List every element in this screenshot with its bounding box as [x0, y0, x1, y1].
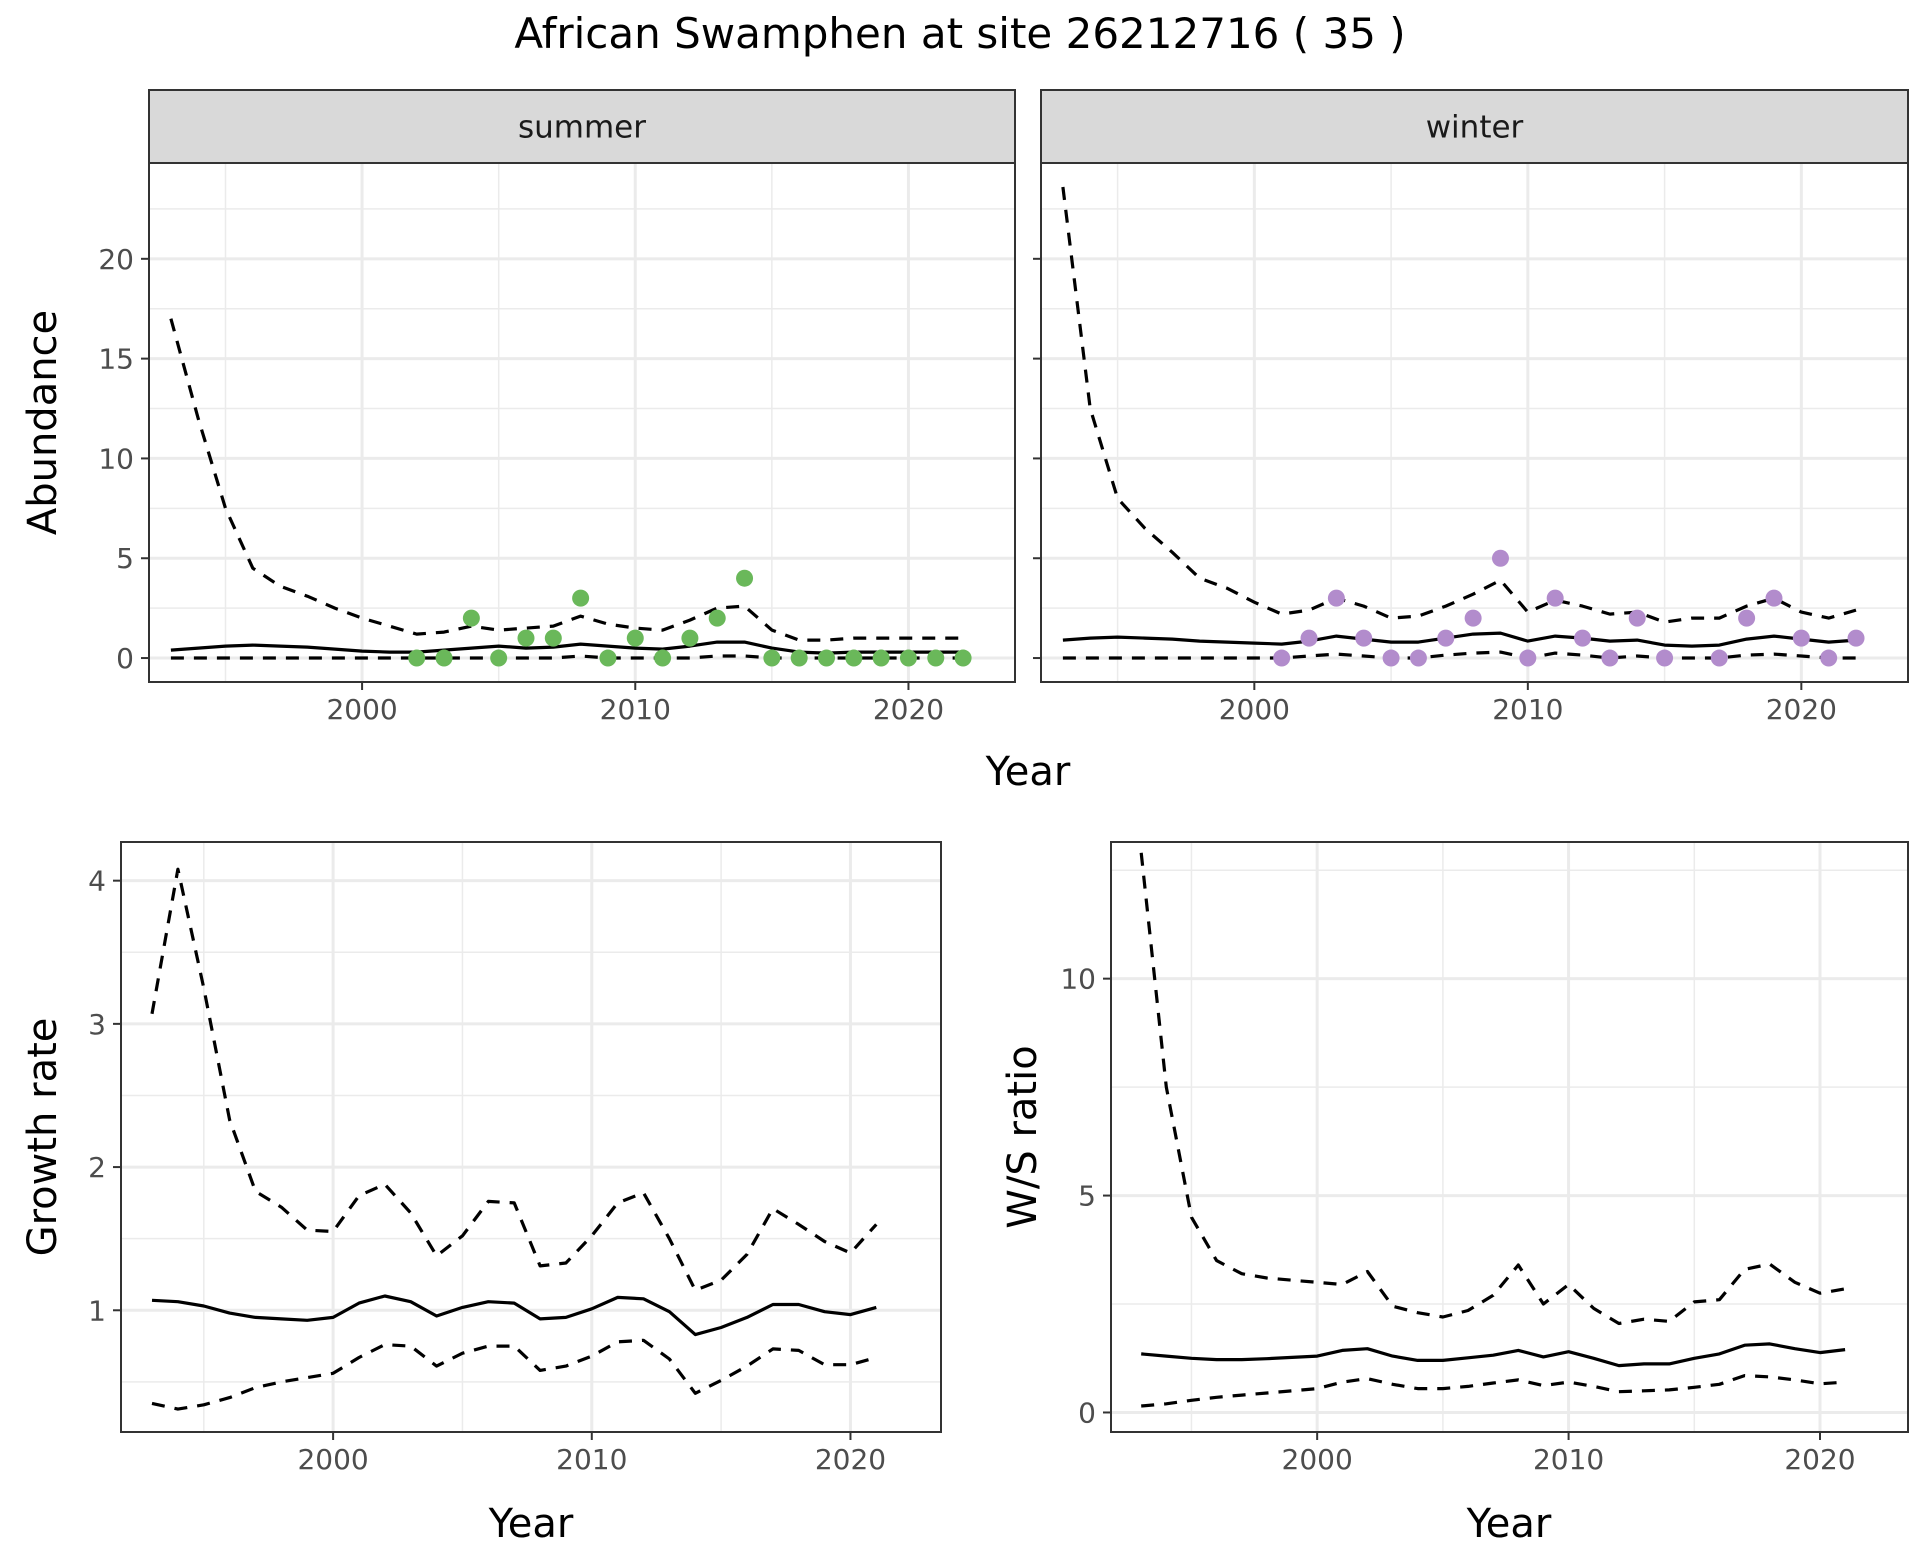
- observed-count-point: [763, 649, 781, 667]
- observed-count-point: [626, 629, 644, 647]
- observed-count-point: [572, 589, 590, 607]
- lower-bound-line: [1062, 650, 1856, 660]
- estimate-line: [1141, 1342, 1846, 1368]
- lower-bound-line: [170, 654, 964, 660]
- observed-count-point: [708, 609, 726, 627]
- panel-border: [1110, 841, 1909, 1433]
- observed-count-point: [408, 649, 426, 667]
- y-tick-label: 0: [1078, 1396, 1096, 1429]
- panel-growth: 2000 2010 2020 1 2 3 4 Year Growth rate: [20, 841, 942, 1547]
- y-tick-label: 0: [116, 642, 134, 675]
- y-tick-label: 20: [98, 243, 134, 276]
- upper-bound-line: [1061, 186, 1857, 624]
- x-tick-label: 2020: [1766, 693, 1837, 726]
- observed-count-point: [818, 649, 836, 667]
- observed-count-point: [736, 569, 754, 587]
- y-tick-label: 10: [98, 442, 134, 475]
- x-tick-label: 2010: [556, 1443, 627, 1476]
- facet-strip: [148, 89, 1016, 164]
- y-axis-title: Growth rate: [20, 1018, 66, 1257]
- observed-count-point: [899, 649, 917, 667]
- observed-count-point: [599, 649, 617, 667]
- facet-strip-label: winter: [1426, 110, 1524, 146]
- observed-count-point: [927, 649, 945, 667]
- observed-count-point: [681, 629, 699, 647]
- observed-count-point: [1820, 649, 1838, 667]
- x-axis-title: Year: [985, 749, 1071, 795]
- observed-count-point: [490, 649, 508, 667]
- facet-strip: [1040, 89, 1909, 164]
- x-tick-label: 2020: [873, 693, 944, 726]
- y-axis-title: Abundance: [20, 310, 66, 535]
- observed-count-point: [1628, 609, 1646, 627]
- observed-count-point: [1355, 629, 1373, 647]
- estimate-line: [151, 1294, 877, 1337]
- y-tick-label: 1: [88, 1294, 106, 1327]
- observed-count-point: [1491, 549, 1509, 567]
- observed-count-point: [1792, 629, 1810, 647]
- facet-strip-label: summer: [518, 110, 646, 146]
- observed-count-point: [1327, 589, 1345, 607]
- observed-count-point: [954, 649, 972, 667]
- observed-count-point: [1574, 629, 1592, 647]
- plot-background: [121, 842, 941, 1432]
- x-tick-label: 2000: [297, 1443, 368, 1476]
- x-tick-label: 2000: [1219, 693, 1290, 726]
- y-axis-title: W/S ratio: [1000, 1045, 1046, 1228]
- x-tick-label: 2020: [815, 1443, 886, 1476]
- upper-bound-line: [169, 318, 964, 642]
- observed-count-point: [1847, 629, 1865, 647]
- observed-count-point: [790, 649, 808, 667]
- y-tick-label: 5: [1078, 1180, 1096, 1213]
- x-tick-label: 2010: [1492, 693, 1563, 726]
- observed-count-point: [1738, 609, 1756, 627]
- y-tick-label: 2: [88, 1151, 106, 1184]
- plot-background: [1111, 842, 1908, 1432]
- observed-count-point: [1656, 649, 1674, 667]
- observed-count-point: [1409, 649, 1427, 667]
- upper-bound-line: [1139, 852, 1846, 1326]
- observed-count-point: [462, 609, 480, 627]
- observed-count-point: [872, 649, 890, 667]
- panel-summer: summer 2000 2010 2020 0 5 10 15 20 Year Abundance: [20, 89, 1071, 795]
- observed-count-point: [1300, 629, 1318, 647]
- y-tick-label: 3: [88, 1008, 106, 1041]
- observed-count-point: [517, 629, 535, 647]
- estimate-line: [1062, 631, 1857, 648]
- observed-count-point: [544, 629, 562, 647]
- observed-count-point: [1519, 649, 1537, 667]
- chart-title: African Swamphen at site 26212716 ( 35 ): [514, 9, 1405, 58]
- observed-count-point: [1273, 649, 1291, 667]
- observed-count-point: [435, 649, 453, 667]
- y-tick-label: 15: [98, 343, 134, 376]
- panel-winter: winter 2000 2010 2020: [1033, 89, 1909, 726]
- lower-bound-line: [1141, 1373, 1846, 1408]
- observed-count-point: [845, 649, 863, 667]
- y-tick-label: 4: [88, 865, 106, 898]
- panel-ws_ratio: 2000 2010 2020 0 5 10 Year W/S ratio: [1000, 841, 1909, 1547]
- x-tick-label: 2020: [1784, 1443, 1855, 1476]
- observed-count-point: [654, 649, 672, 667]
- observed-count-point: [1437, 629, 1455, 647]
- x-tick-label: 2010: [1533, 1443, 1604, 1476]
- observed-count-point: [1464, 609, 1482, 627]
- x-axis-title: Year: [488, 1501, 574, 1547]
- upper-bound-line: [150, 867, 878, 1292]
- y-tick-label: 10: [1060, 963, 1096, 996]
- x-tick-label: 2010: [600, 693, 671, 726]
- observed-count-point: [1765, 589, 1783, 607]
- observed-count-point: [1601, 649, 1619, 667]
- observed-count-point: [1382, 649, 1400, 667]
- lower-bound-line: [151, 1338, 877, 1411]
- plot-background: [1041, 163, 1908, 682]
- x-tick-label: 2000: [326, 693, 397, 726]
- y-tick-label: 5: [116, 542, 134, 575]
- x-axis-title: Year: [1466, 1501, 1552, 1547]
- observed-count-point: [1546, 589, 1564, 607]
- panel-border: [120, 841, 942, 1433]
- x-tick-label: 2000: [1282, 1443, 1353, 1476]
- observed-count-point: [1710, 649, 1728, 667]
